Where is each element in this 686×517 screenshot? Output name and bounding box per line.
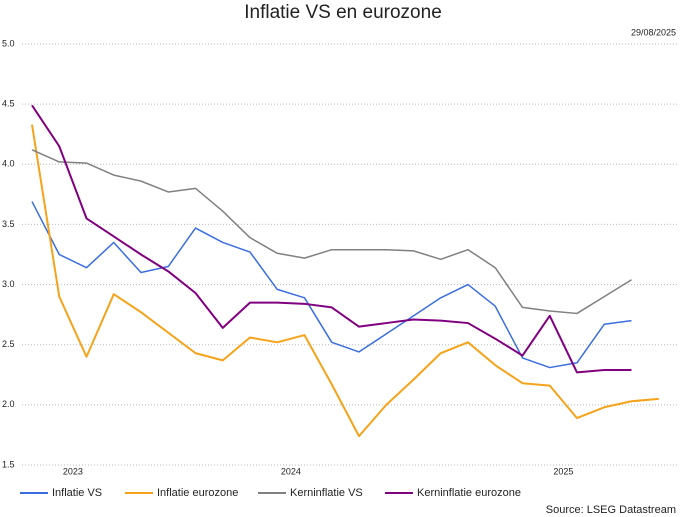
series-line bbox=[31, 149, 632, 315]
chart-title: Inflatie VS en eurozone bbox=[244, 2, 442, 23]
series-line bbox=[31, 201, 632, 369]
legend-label: Kerninflatie eurozone bbox=[417, 487, 521, 499]
x-tick-label: 2024 bbox=[281, 466, 301, 476]
y-tick-label: 2.5 bbox=[2, 339, 15, 349]
source: Source: LSEG Datastream bbox=[546, 504, 676, 516]
date: 29/08/2025 bbox=[631, 27, 676, 37]
x-tick-label: 2023 bbox=[63, 466, 83, 476]
x-tick-label: 2025 bbox=[553, 466, 573, 476]
y-tick-label: 3.0 bbox=[2, 279, 15, 289]
y-tick-label: 1.5 bbox=[2, 459, 15, 469]
series-line bbox=[31, 124, 659, 438]
y-tick-label: 4.0 bbox=[2, 159, 15, 169]
y-tick-label: 5.0 bbox=[2, 38, 15, 48]
legend-label: Inflatie eurozone bbox=[157, 487, 238, 499]
legend-label: Inflatie VS bbox=[52, 487, 102, 499]
legend-label: Kerninflatie VS bbox=[290, 487, 363, 499]
series-line bbox=[31, 104, 632, 374]
y-tick-label: 4.5 bbox=[2, 99, 15, 109]
y-tick-label: 2.0 bbox=[2, 399, 15, 409]
y-tick-label: 3.5 bbox=[2, 219, 15, 229]
